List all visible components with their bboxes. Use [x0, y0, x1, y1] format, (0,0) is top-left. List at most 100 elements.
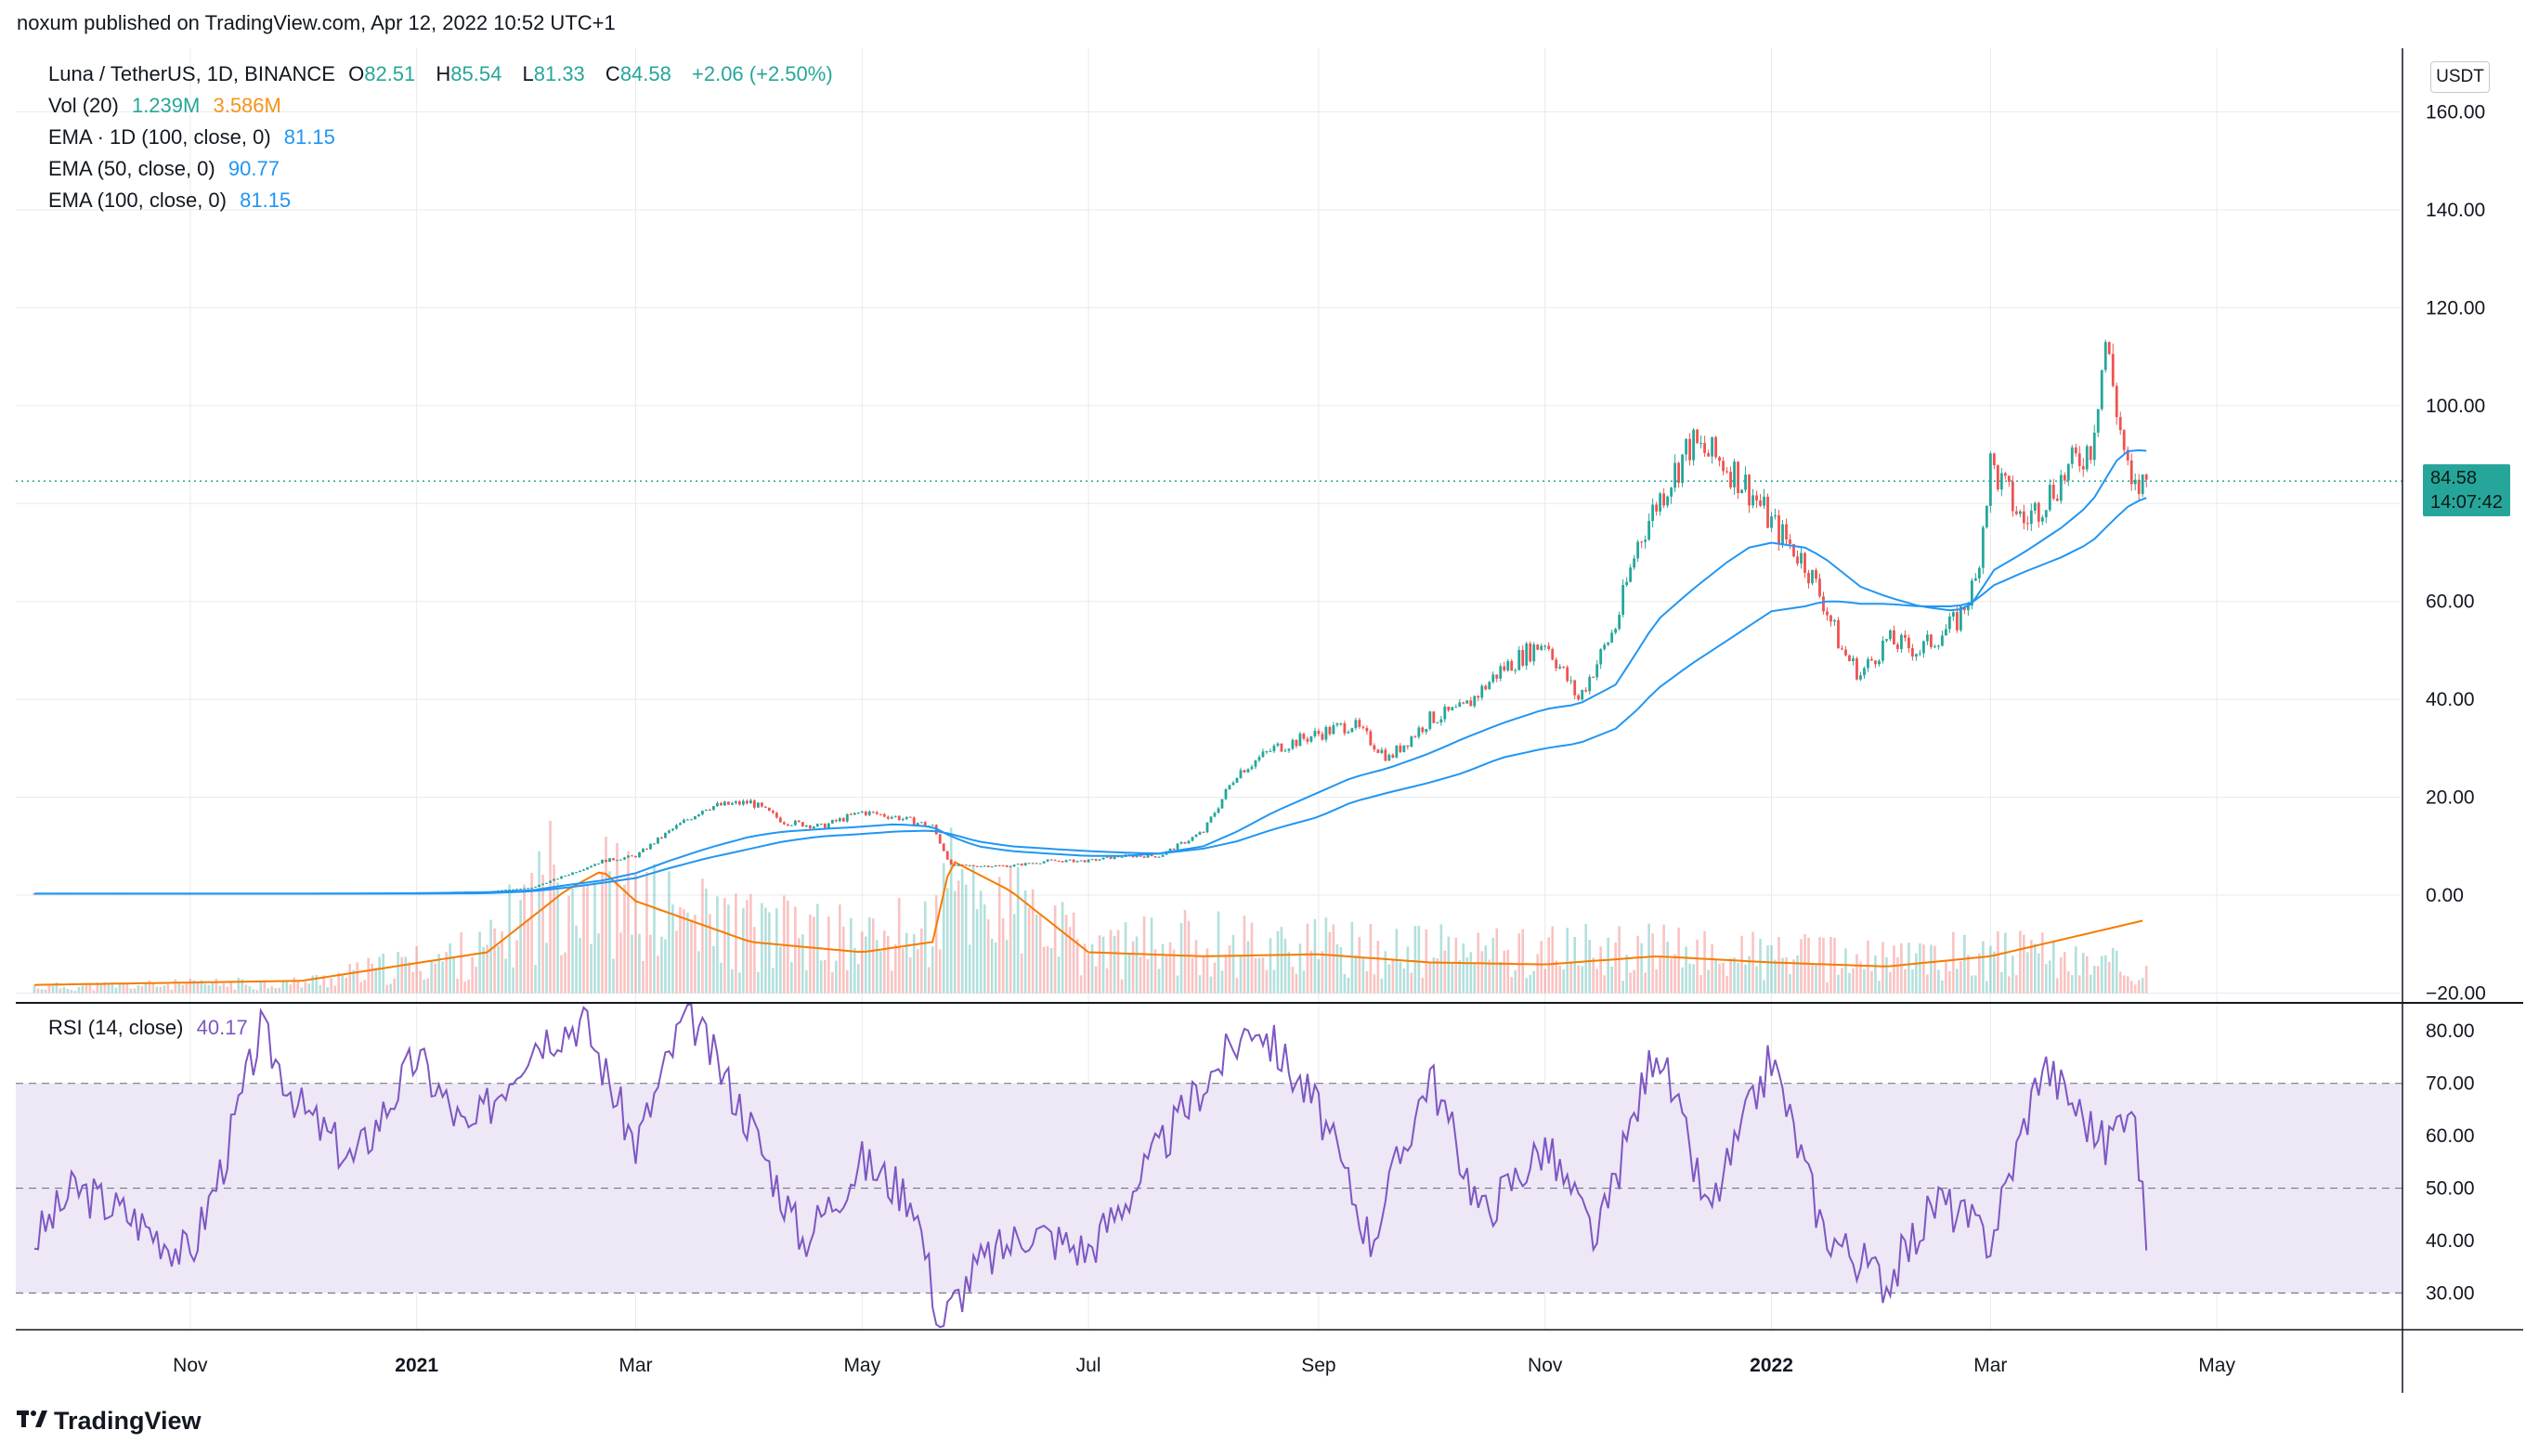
volume-bar [319, 984, 322, 994]
candle-body [968, 864, 971, 866]
volume-bar [341, 975, 345, 994]
volume-bar [538, 851, 540, 994]
volume-bar [2096, 966, 2100, 994]
volume-bar [207, 984, 211, 994]
volume-bar [200, 980, 203, 994]
candle-body [1217, 808, 1220, 813]
tradingview-logo[interactable]: TradingView [17, 1407, 202, 1436]
candle-body [960, 864, 964, 865]
candle-body [2055, 499, 2059, 501]
volume-bar [1075, 939, 1079, 994]
volume-bar [912, 933, 916, 994]
volume-bar [233, 989, 237, 994]
volume-bar [107, 982, 111, 994]
volume-bar [330, 978, 333, 994]
chart-canvas[interactable]: 160.00 140.00 120.00 100.00 60.00 40.00 20.00 0… [16, 48, 2523, 1393]
volume-bar [2026, 952, 2029, 994]
candle-body [1153, 855, 1157, 858]
candle-body [1395, 745, 1399, 758]
price-tick-label: 0.00 [2426, 885, 2464, 906]
candle-body [1999, 473, 2003, 490]
candle-body [1647, 520, 1651, 540]
volume-bar [51, 985, 55, 994]
time-tick-label: Mar [618, 1355, 652, 1376]
candle-body [1387, 754, 1391, 761]
candle-body [1313, 731, 1317, 736]
volume-bar [875, 940, 879, 994]
volume-bar [1254, 957, 1257, 994]
volume-bar [1153, 949, 1157, 994]
volume-bar [753, 927, 756, 994]
ema1-label: EMA · 1D (100, close, 0) [48, 125, 271, 149]
candle-body [1558, 666, 1562, 669]
volume-bar [1094, 966, 1098, 994]
volume-bar [1365, 970, 1369, 994]
currency-button[interactable]: USDT [2430, 61, 2490, 93]
candle-body [1361, 726, 1365, 728]
volume-bar [2133, 984, 2137, 994]
volume-bar [96, 982, 99, 994]
volume-bar [2066, 971, 2070, 994]
candle-body [1168, 848, 1172, 852]
rsi-band [16, 1083, 2402, 1294]
candle-body [1094, 859, 1098, 861]
candle-body [2033, 502, 2037, 511]
candle-body [690, 819, 693, 821]
volume-bar [229, 981, 233, 994]
volume-bar [1079, 975, 1083, 994]
candle-body [1187, 840, 1191, 844]
candle-body [1707, 452, 1710, 457]
candle-body [1800, 552, 1803, 564]
change-value: +2.06 (+2.50%) [692, 62, 833, 85]
chart-frame[interactable]: 160.00 140.00 120.00 100.00 60.00 40.00 20.00 0… [16, 48, 2523, 1393]
volume-bar [1205, 948, 1209, 994]
candle-body [1919, 653, 1921, 655]
volume-bar [1064, 915, 1068, 994]
volume-bar [683, 909, 685, 994]
candle-body [957, 864, 960, 866]
volume-bar [1172, 949, 1176, 994]
candle-body [2051, 484, 2055, 500]
volume-bar [1844, 948, 1847, 994]
volume-bar [426, 978, 429, 994]
volume-bar [2089, 974, 2092, 994]
volume-bar [1659, 956, 1661, 994]
volume-bar [77, 986, 81, 994]
volume-bar [1042, 946, 1046, 994]
volume-bar [1009, 864, 1012, 994]
candle-body [1020, 864, 1023, 865]
candle-body [1867, 658, 1869, 669]
candle-body [1261, 751, 1265, 758]
price-tick-label: 60.00 [2426, 592, 2475, 613]
volume-bar [971, 864, 975, 994]
volume-bar [1465, 956, 1469, 994]
candle-body [33, 893, 36, 895]
candle-body [1896, 644, 1899, 649]
volume-bar [311, 975, 315, 994]
volume-bar [482, 946, 485, 994]
volume-bar [1462, 942, 1465, 994]
volume-bar [114, 987, 118, 994]
candle-body [1220, 799, 1224, 809]
candle-body [527, 888, 529, 890]
candle-body [619, 859, 622, 861]
volume-bar [735, 893, 737, 994]
volume-bar [47, 983, 51, 994]
volume-bar [853, 947, 856, 994]
volume-bar [1633, 969, 1635, 994]
volume-bar [1480, 951, 1484, 994]
candle-body [1770, 516, 1773, 528]
candle-body [1049, 859, 1053, 861]
volume-bar [2126, 976, 2129, 994]
volume-bar [1083, 943, 1087, 994]
volume-bar [155, 986, 159, 994]
volume-bar [801, 934, 804, 994]
candle-body [849, 813, 853, 815]
volume-bar [1848, 972, 1851, 994]
volume-bar [211, 982, 215, 994]
candle-body [793, 820, 797, 826]
candle-body [1250, 766, 1254, 770]
legend-symbol: Luna / TetherUS, 1D, BINANCE [48, 62, 335, 85]
candle-body [1985, 505, 1988, 527]
volume-bar [33, 985, 36, 994]
